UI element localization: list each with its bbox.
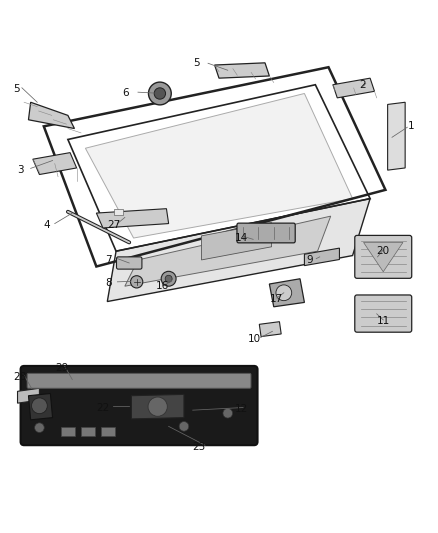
Text: 4: 4 — [44, 220, 50, 230]
Polygon shape — [33, 152, 77, 174]
FancyBboxPatch shape — [21, 366, 258, 445]
Text: 23: 23 — [193, 442, 206, 452]
Circle shape — [32, 398, 47, 414]
Text: 29: 29 — [55, 363, 68, 373]
Polygon shape — [85, 93, 353, 238]
Polygon shape — [28, 393, 53, 420]
Circle shape — [165, 275, 172, 282]
Polygon shape — [131, 394, 184, 419]
Bar — [61, 427, 75, 437]
Circle shape — [154, 88, 166, 99]
FancyBboxPatch shape — [27, 374, 251, 388]
Bar — [81, 427, 95, 437]
Polygon shape — [215, 63, 269, 78]
Text: 7: 7 — [105, 255, 112, 265]
Text: 20: 20 — [377, 246, 390, 256]
Text: 1: 1 — [407, 122, 414, 131]
Text: 5: 5 — [193, 58, 199, 68]
Text: 27: 27 — [107, 220, 120, 230]
Text: 6: 6 — [123, 88, 129, 99]
Circle shape — [179, 422, 189, 431]
Polygon shape — [28, 102, 74, 128]
Polygon shape — [125, 216, 331, 286]
Text: 14: 14 — [234, 233, 247, 243]
Circle shape — [276, 285, 292, 301]
Polygon shape — [388, 102, 405, 170]
Polygon shape — [364, 243, 403, 272]
Polygon shape — [114, 209, 123, 215]
Text: 22: 22 — [96, 402, 110, 413]
Polygon shape — [269, 279, 304, 307]
FancyBboxPatch shape — [355, 295, 412, 332]
Polygon shape — [18, 388, 39, 403]
FancyBboxPatch shape — [237, 223, 295, 243]
Circle shape — [161, 271, 176, 286]
FancyBboxPatch shape — [117, 257, 142, 269]
Polygon shape — [107, 199, 370, 302]
Bar — [101, 427, 115, 437]
Text: 16: 16 — [155, 281, 169, 291]
Circle shape — [148, 82, 171, 105]
Circle shape — [35, 423, 44, 432]
Text: 5: 5 — [13, 84, 20, 94]
Text: 17: 17 — [269, 294, 283, 304]
Text: 12: 12 — [234, 404, 247, 414]
Polygon shape — [333, 78, 374, 98]
Text: 3: 3 — [18, 165, 24, 175]
Polygon shape — [304, 248, 339, 265]
Polygon shape — [201, 223, 272, 260]
FancyBboxPatch shape — [355, 236, 412, 278]
Text: 11: 11 — [377, 316, 390, 326]
Polygon shape — [96, 209, 169, 228]
Polygon shape — [259, 322, 281, 336]
Text: 8: 8 — [105, 278, 112, 288]
Text: 2: 2 — [359, 80, 366, 90]
Circle shape — [223, 408, 233, 418]
Circle shape — [131, 276, 143, 288]
Text: 9: 9 — [307, 255, 313, 265]
Text: 28: 28 — [13, 372, 26, 382]
Circle shape — [148, 397, 167, 416]
Text: 10: 10 — [247, 334, 261, 344]
